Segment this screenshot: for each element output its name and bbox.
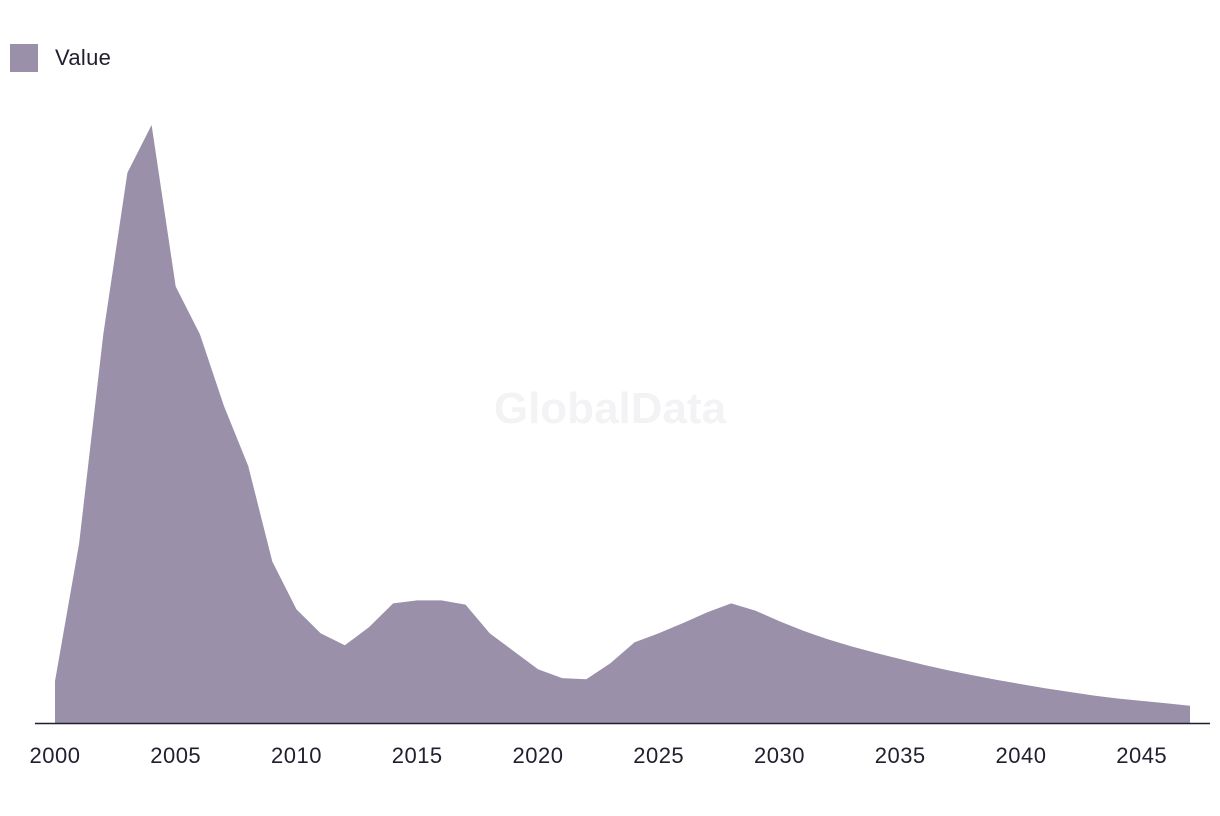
- area-layer: [55, 125, 1190, 723]
- x-tick-label: 2000: [30, 743, 81, 768]
- x-tick-label: 2020: [513, 743, 564, 768]
- x-tick-label: 2005: [150, 743, 201, 768]
- x-axis-ticks: 2000 2005 2010 2015 2020 2025 2030 2035 2040 2045: [30, 743, 1167, 768]
- legend-swatch: [10, 44, 38, 72]
- legend: Value: [10, 44, 111, 72]
- x-tick-label: 2025: [633, 743, 684, 768]
- x-tick-label: 2040: [996, 743, 1047, 768]
- x-tick-label: 2010: [271, 743, 322, 768]
- x-tick-label: 2030: [754, 743, 805, 768]
- x-tick-label: 2015: [392, 743, 443, 768]
- x-tick-label: 2035: [875, 743, 926, 768]
- area-series-0: [55, 125, 1190, 723]
- x-tick-label: 2045: [1116, 743, 1167, 768]
- legend-label-value: Value: [55, 45, 112, 70]
